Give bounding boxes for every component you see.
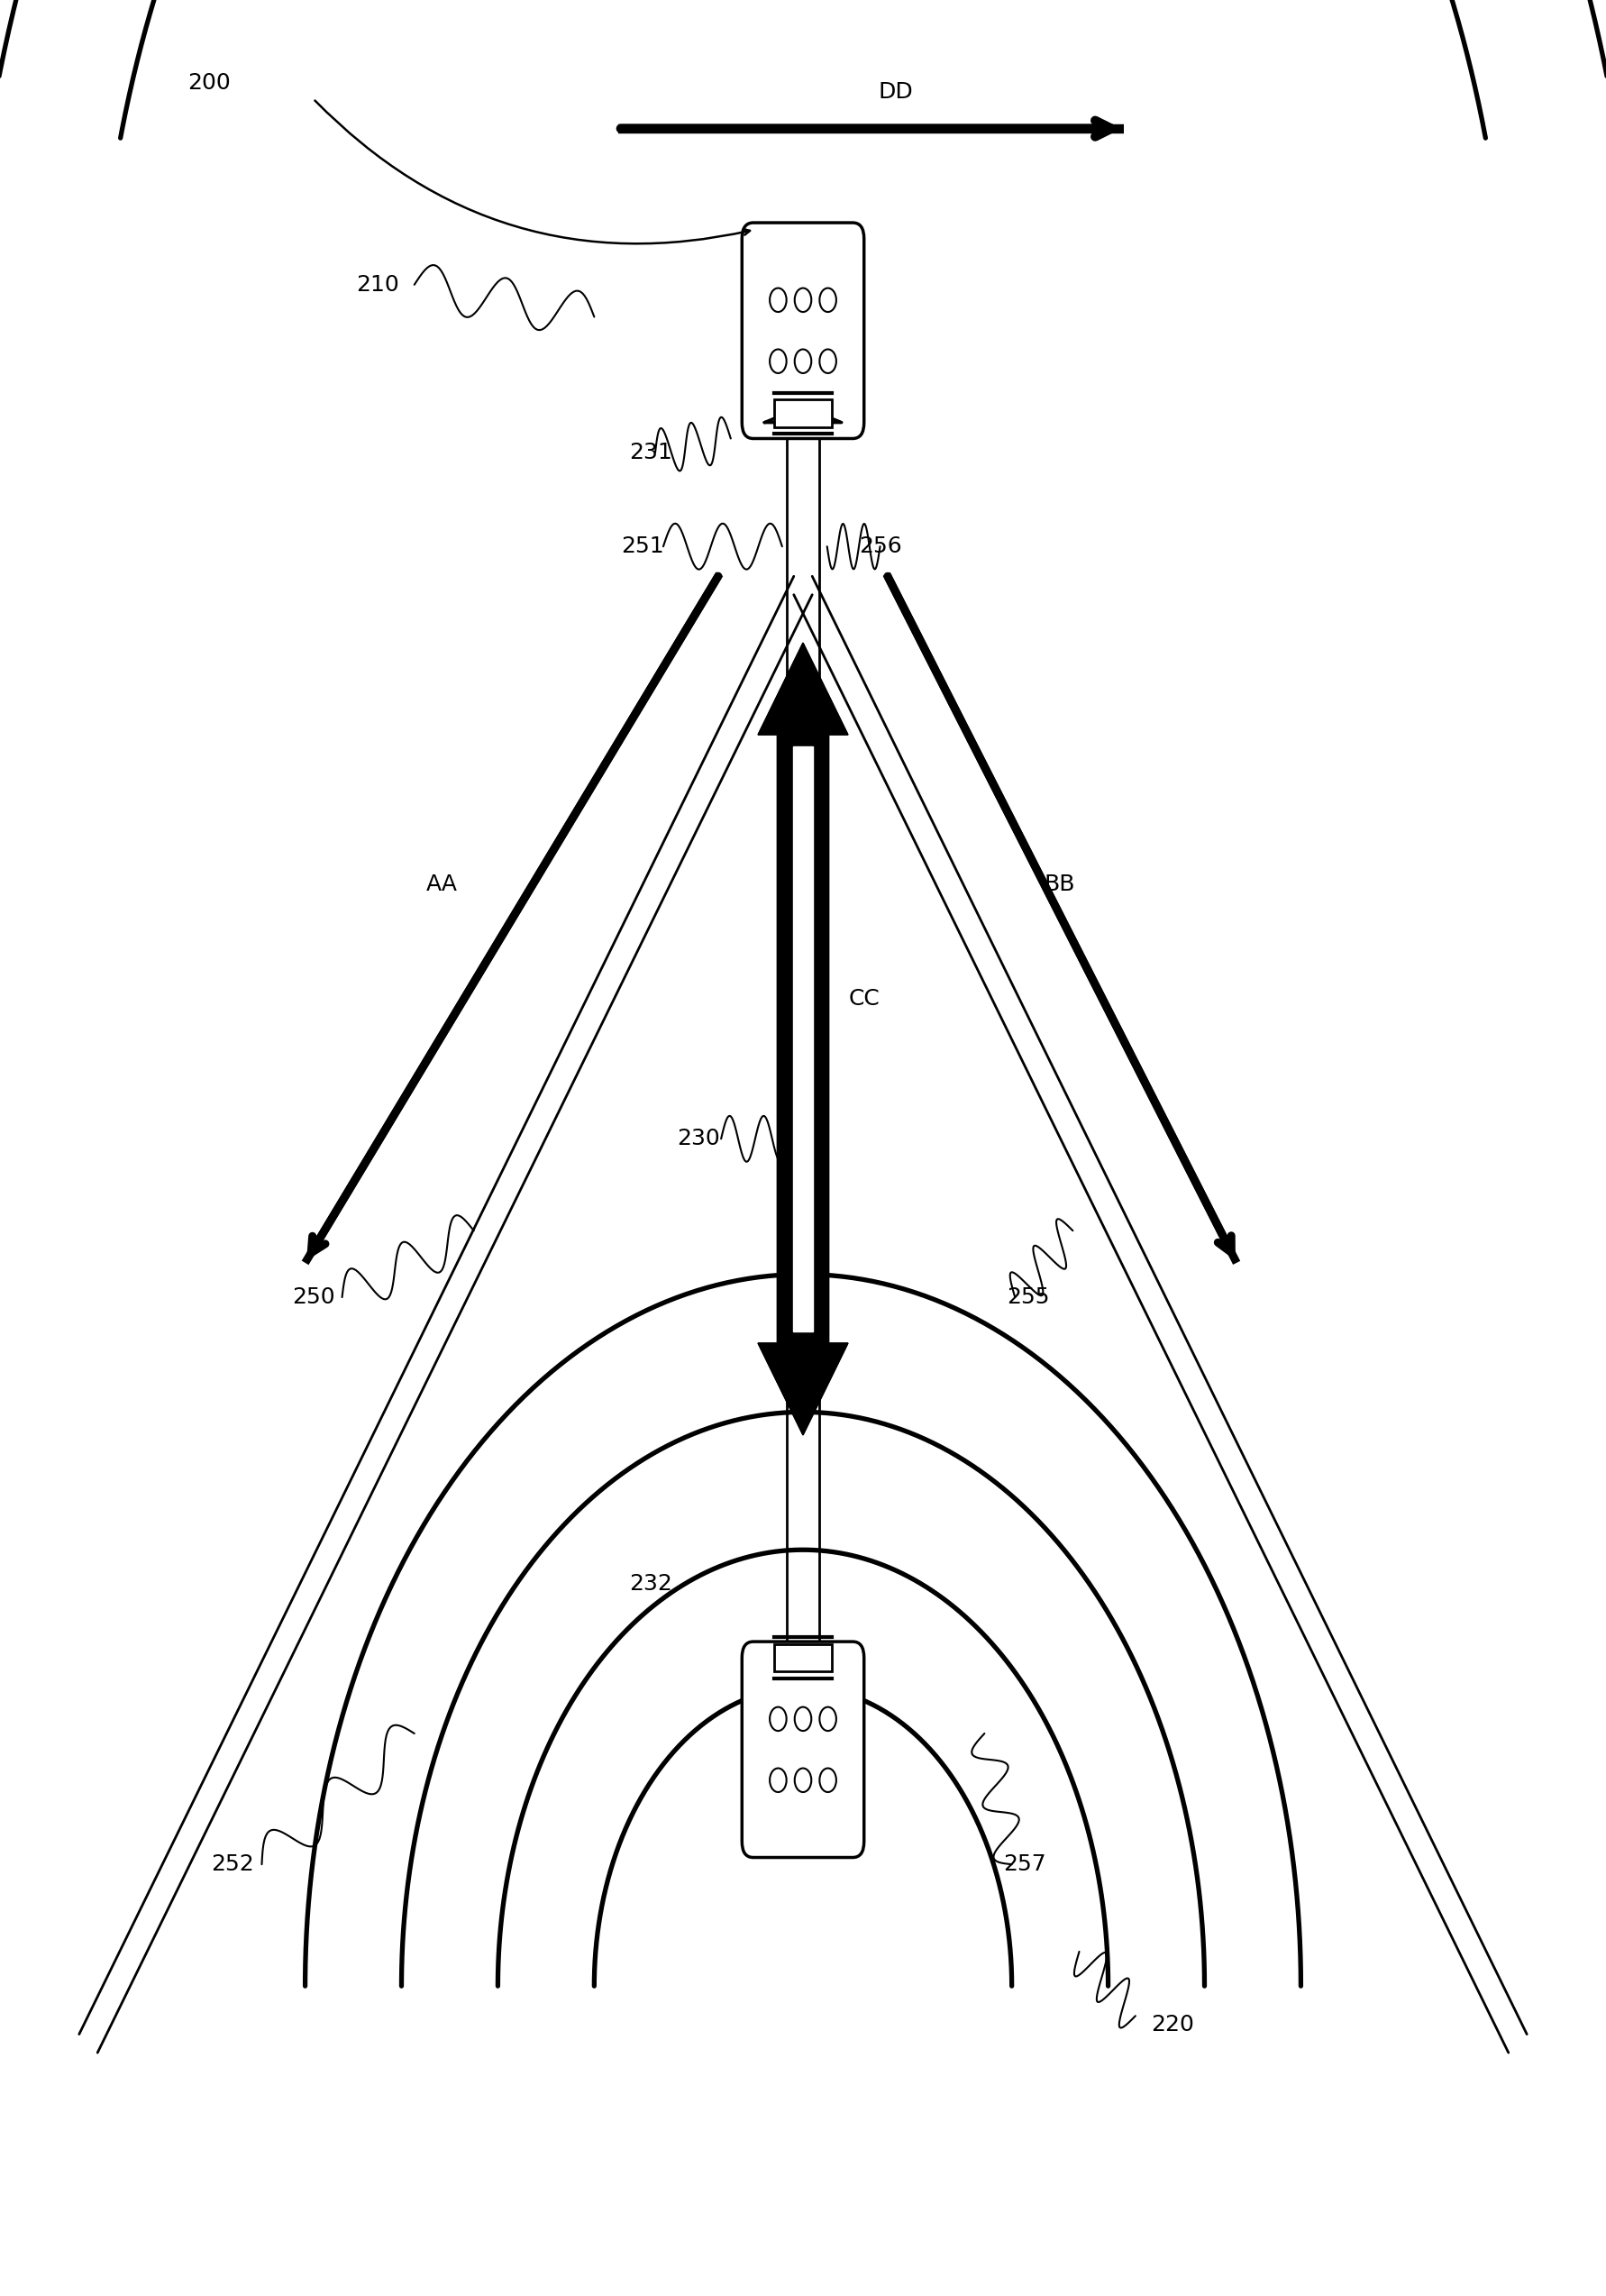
Text: BB: BB — [1044, 872, 1076, 895]
Text: 220: 220 — [1152, 2014, 1193, 2037]
Text: 251: 251 — [622, 535, 663, 558]
Text: 252: 252 — [212, 1853, 254, 1876]
Text: 232: 232 — [630, 1573, 671, 1596]
Text: 257: 257 — [1004, 1853, 1046, 1876]
Bar — [774, 1644, 832, 1671]
Text: 250: 250 — [292, 1286, 334, 1309]
Text: 256: 256 — [859, 535, 901, 558]
Text: 200: 200 — [188, 71, 230, 94]
Polygon shape — [793, 746, 813, 1332]
Polygon shape — [758, 643, 848, 1435]
Text: 255: 255 — [1007, 1286, 1049, 1309]
Polygon shape — [764, 413, 842, 422]
Text: 231: 231 — [630, 441, 671, 464]
FancyBboxPatch shape — [742, 223, 864, 439]
FancyBboxPatch shape — [742, 1642, 864, 1857]
Text: DD: DD — [878, 80, 914, 103]
Text: 230: 230 — [678, 1127, 719, 1150]
Polygon shape — [758, 643, 848, 1435]
Text: CC: CC — [848, 987, 880, 1010]
Bar — [774, 400, 832, 427]
Text: 210: 210 — [357, 273, 398, 296]
Text: AA: AA — [426, 872, 458, 895]
